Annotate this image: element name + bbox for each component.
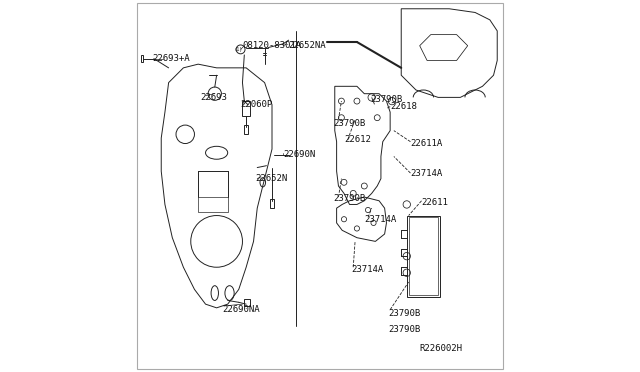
Text: 23790B: 23790B (333, 195, 365, 203)
Bar (198, 197, 228, 212)
Bar (270, 199, 274, 208)
Text: 22693: 22693 (200, 93, 227, 102)
Text: 22612: 22612 (344, 135, 371, 144)
Text: 22611A: 22611A (410, 139, 443, 148)
Text: 22652N: 22652N (255, 174, 287, 183)
Text: 23790B: 23790B (388, 309, 420, 318)
Text: 22690N: 22690N (283, 150, 316, 159)
Text: 23790B: 23790B (388, 326, 420, 334)
Bar (408, 217, 438, 295)
Bar (244, 125, 248, 134)
Text: (1): (1) (235, 47, 243, 52)
Bar (243, 101, 250, 116)
Text: 22618: 22618 (390, 102, 417, 111)
Text: 22693+A: 22693+A (152, 54, 189, 63)
Text: 23714A: 23714A (410, 169, 443, 177)
Text: 23714A: 23714A (364, 215, 397, 224)
Text: 22690NA: 22690NA (222, 305, 260, 314)
Text: 23714A: 23714A (351, 264, 383, 273)
Text: 22611: 22611 (422, 198, 449, 207)
Bar (407, 215, 440, 297)
Text: 23790B: 23790B (370, 95, 402, 104)
Text: 08120-8301A: 08120-8301A (243, 41, 301, 50)
Text: R226002H: R226002H (420, 344, 463, 353)
Bar (244, 299, 250, 306)
Text: 22060P: 22060P (241, 100, 273, 109)
Text: 23790B: 23790B (333, 119, 365, 128)
Text: 22652NA: 22652NA (289, 41, 326, 50)
